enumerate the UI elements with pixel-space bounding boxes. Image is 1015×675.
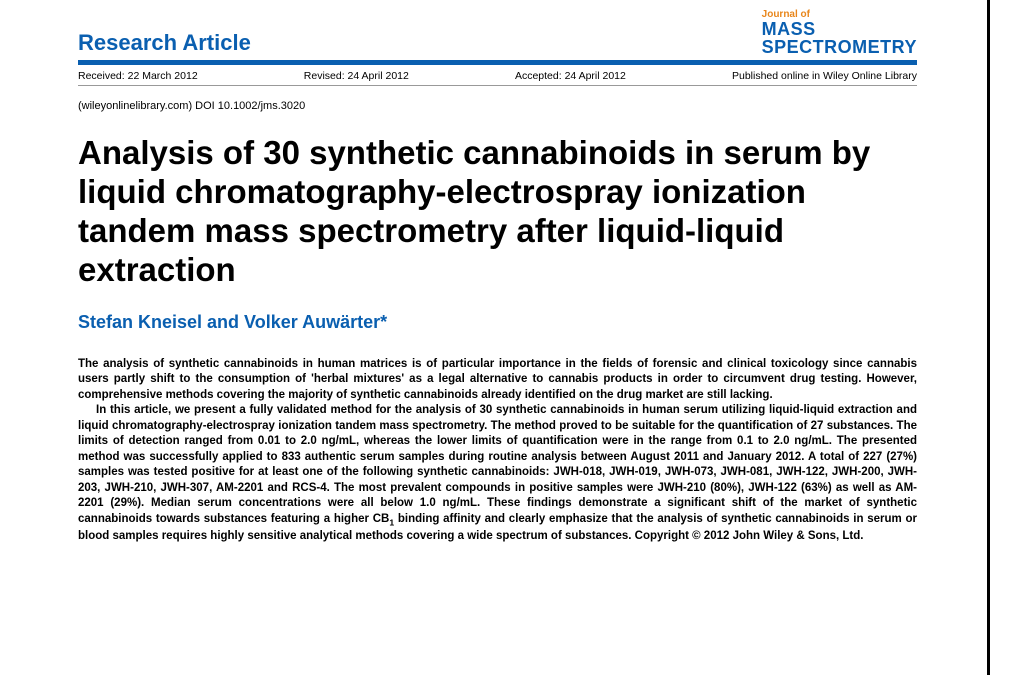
abstract-para2a: In this article, we present a fully vali… bbox=[78, 404, 917, 525]
abstract-para1: The analysis of synthetic cannabinoids i… bbox=[78, 358, 917, 401]
journal-line1: MASS bbox=[762, 20, 917, 38]
page: Research Article Journal of MASS SPECTRO… bbox=[0, 0, 990, 675]
doi-line: (wileyonlinelibrary.com) DOI 10.1002/jms… bbox=[78, 100, 917, 112]
article-abstract: The analysis of synthetic cannabinoids i… bbox=[78, 357, 917, 545]
section-label: Research Article bbox=[78, 30, 251, 56]
dates-row: Received: 22 March 2012 Revised: 24 Apri… bbox=[78, 67, 917, 86]
content-area: Research Article Journal of MASS SPECTRO… bbox=[0, 10, 987, 544]
date-accepted: Accepted: 24 April 2012 bbox=[515, 70, 626, 82]
article-authors: Stefan Kneisel and Volker Auwärter* bbox=[78, 312, 917, 333]
journal-line2: SPECTROMETRY bbox=[762, 38, 917, 56]
header-divider-bar bbox=[78, 60, 917, 65]
header-row: Research Article Journal of MASS SPECTRO… bbox=[78, 10, 917, 56]
date-received: Received: 22 March 2012 bbox=[78, 70, 198, 82]
date-revised: Revised: 24 April 2012 bbox=[304, 70, 409, 82]
article-title: Analysis of 30 synthetic cannabinoids in… bbox=[78, 134, 917, 290]
journal-logo: Journal of MASS SPECTROMETRY bbox=[762, 10, 917, 56]
date-published: Published online in Wiley Online Library bbox=[732, 70, 917, 82]
